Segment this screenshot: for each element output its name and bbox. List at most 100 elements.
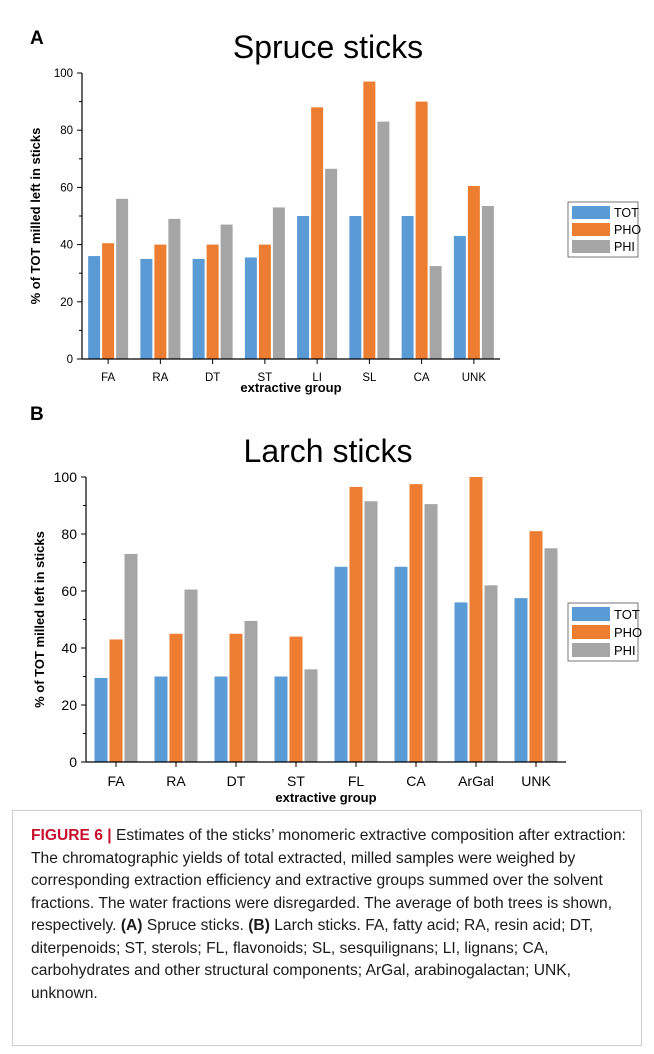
y-tick-label: 80 xyxy=(60,125,73,137)
y-tick-label: 100 xyxy=(54,469,78,485)
bar-tot-unk xyxy=(453,236,466,359)
bar-phi-unk xyxy=(544,548,558,762)
y-tick-label: 100 xyxy=(54,68,73,80)
legend-label-phi: PHI xyxy=(614,240,635,254)
bar-phi-fa xyxy=(124,553,138,762)
legend-label-pho: PHO xyxy=(614,223,641,237)
bar-pho-ra xyxy=(169,633,183,762)
x-tick-label: RA xyxy=(166,773,186,789)
chart-title: Larch sticks xyxy=(244,433,413,469)
bar-phi-li xyxy=(325,168,338,359)
bar-pho-ca xyxy=(415,101,428,359)
bar-tot-dt xyxy=(192,258,205,359)
bar-phi-fa xyxy=(116,198,129,359)
bar-pho-unk xyxy=(467,185,480,359)
bar-phi-ra xyxy=(168,218,181,359)
bar-tot-sl xyxy=(349,216,362,359)
bar-phi-unk xyxy=(481,205,494,359)
y-axis-label: % of TOT milled left in sticks xyxy=(32,531,47,708)
panel-letter-b: B xyxy=(30,404,44,425)
x-tick-label: DT xyxy=(205,372,220,384)
y-tick-label: 40 xyxy=(60,240,73,252)
bar-tot-st xyxy=(274,676,288,762)
legend-swatch-phi xyxy=(572,643,610,657)
x-axis-label: extractive group xyxy=(240,380,341,395)
bar-phi-st xyxy=(272,207,285,359)
bar-tot-li xyxy=(297,216,310,359)
y-tick-label: 20 xyxy=(60,297,73,309)
legend-label-tot: TOT xyxy=(614,206,639,220)
panel-a: A Spruce sticks FA RA DT ST LI SL CA UNK 0 20 40 60 8… xyxy=(0,0,654,400)
bar-tot-ca xyxy=(394,566,408,762)
bar-pho-argal xyxy=(469,477,483,762)
y-tick-label: 0 xyxy=(67,354,73,366)
bar-phi-dt xyxy=(244,620,258,762)
caption-a-label: (A) xyxy=(120,917,143,934)
y-tick-label: 80 xyxy=(61,526,77,542)
bar-phi-fl xyxy=(364,501,378,762)
caption-text: Estimates of the sticks’ monomeric extra… xyxy=(31,827,626,934)
bar-tot-ra xyxy=(140,258,153,359)
chart-title: Spruce sticks xyxy=(233,29,423,65)
bar-phi-ca xyxy=(424,504,438,762)
bar-tot-argal xyxy=(454,602,468,762)
bar-pho-ca xyxy=(409,484,423,762)
bar-pho-sl xyxy=(363,81,376,359)
bar-tot-fa xyxy=(88,256,101,359)
y-tick-label: 20 xyxy=(61,697,77,713)
y-tick-label: 40 xyxy=(61,640,77,656)
chart-larch: Larch sticks FA RA DT ST FL CA ArGal UNK 0 20 40 60 8… xyxy=(32,433,642,805)
x-tick-label: UNK xyxy=(462,372,487,384)
x-tick-label: SL xyxy=(362,372,377,384)
bar-pho-fa xyxy=(102,243,115,359)
x-tick-label: FA xyxy=(107,773,125,789)
x-tick-label: CA xyxy=(414,372,430,384)
panel-b: B Larch sticks FA RA DT ST FL CA ArGal UNK 0 20 40 6… xyxy=(0,400,654,810)
bar-phi-ra xyxy=(184,589,198,762)
bar-pho-st xyxy=(258,244,271,359)
bar-phi-st xyxy=(304,669,318,762)
bar-pho-fl xyxy=(349,486,363,762)
caption-b-text: Larch sticks. FA, fatty acid; RA, resin … xyxy=(31,917,594,1002)
legend-swatch-pho xyxy=(572,625,610,639)
x-tick-label: FA xyxy=(101,372,115,384)
bar-tot-fa xyxy=(94,677,108,762)
bar-pho-li xyxy=(311,107,324,359)
legend-label-phi: PHI xyxy=(614,643,636,658)
bar-pho-ra xyxy=(154,244,167,359)
x-axis-label: extractive group xyxy=(275,790,376,805)
bar-phi-argal xyxy=(484,585,498,762)
bar-tot-dt xyxy=(214,676,228,762)
bar-pho-st xyxy=(289,636,303,762)
bar-pho-unk xyxy=(529,531,543,762)
caption-a-text: Spruce sticks. xyxy=(142,917,249,934)
legend-swatch-tot xyxy=(572,206,610,219)
bar-phi-dt xyxy=(220,224,233,359)
x-tick-label: ArGal xyxy=(458,773,494,789)
bar-pho-dt xyxy=(206,244,219,359)
x-tick-label: RA xyxy=(152,372,168,384)
legend-swatch-pho xyxy=(572,223,610,236)
x-tick-label: CA xyxy=(406,773,426,789)
bar-tot-fl xyxy=(334,566,348,762)
y-tick-label: 0 xyxy=(69,754,77,770)
bar-pho-fa xyxy=(109,639,123,762)
chart-spruce: Spruce sticks FA RA DT ST LI SL CA UNK 0 20 40 60 80 1… xyxy=(28,29,641,395)
bar-phi-ca xyxy=(429,266,442,359)
panel-letter-a: A xyxy=(30,28,44,49)
caption-b-label: (B) xyxy=(248,917,270,934)
legend-swatch-phi xyxy=(572,240,610,253)
bar-pho-dt xyxy=(229,633,243,762)
y-axis-label: % of TOT milled left in sticks xyxy=(28,128,43,305)
x-tick-label: ST xyxy=(287,773,305,789)
legend-swatch-tot xyxy=(572,607,610,621)
x-tick-label: ST xyxy=(258,372,273,384)
caption-box xyxy=(12,810,642,1046)
x-tick-label: DT xyxy=(227,773,246,789)
bar-tot-ra xyxy=(154,676,168,762)
figure-caption: FIGURE 6 | Estimates of the sticks’ mono… xyxy=(31,825,631,1005)
bar-tot-ca xyxy=(401,216,414,359)
legend-label-pho: PHO xyxy=(614,625,642,640)
y-tick-label: 60 xyxy=(61,583,77,599)
legend-label-tot: TOT xyxy=(614,607,640,622)
